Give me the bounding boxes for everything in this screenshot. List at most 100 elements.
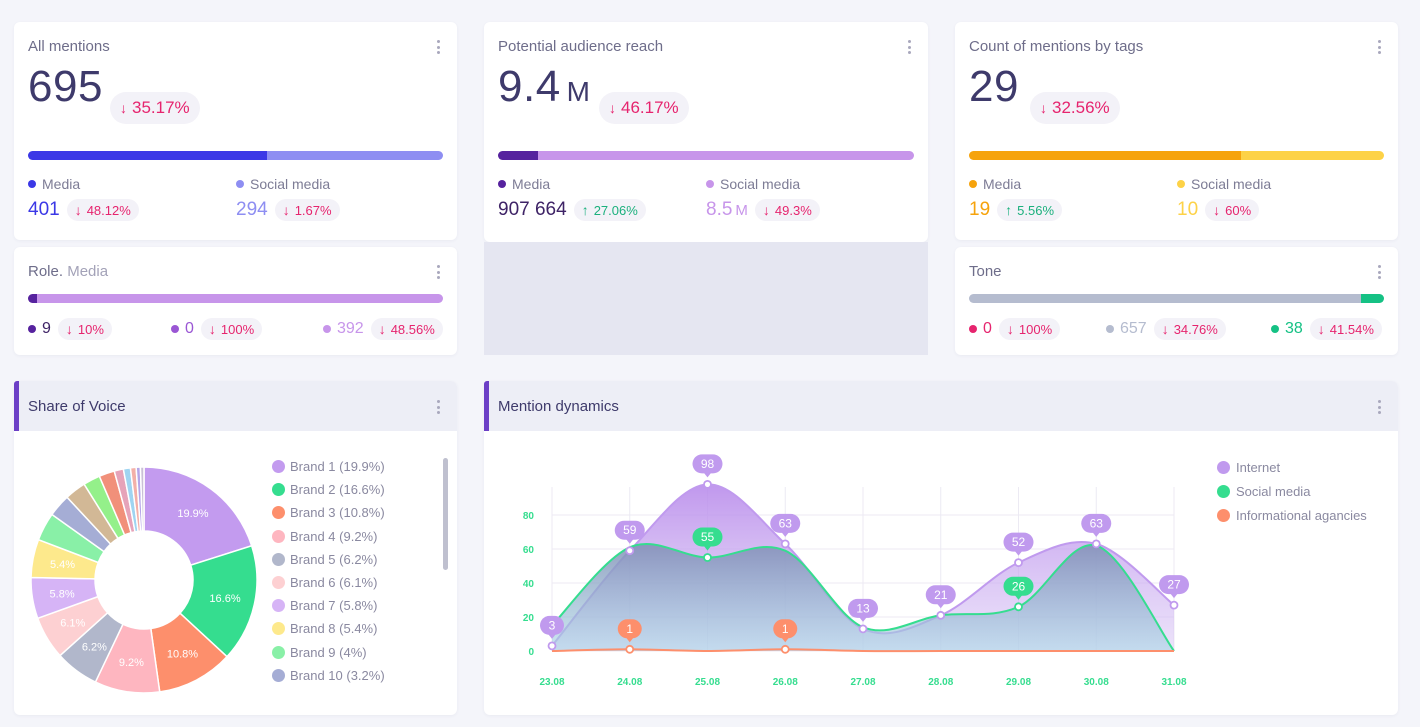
legend-item[interactable]: Brand 2 (16.6%) — [272, 478, 385, 501]
legend-item[interactable]: Brand 4 (9.2%) — [272, 525, 385, 548]
media-dot-icon — [969, 180, 977, 188]
social-dot-icon — [706, 180, 714, 188]
all-mentions-card: All mentions 695 ↓ 35.17% Media Social me… — [14, 22, 457, 240]
donut-slice[interactable] — [139, 466, 145, 532]
change-badge: ↓ 34.76% — [1153, 318, 1226, 340]
tone-card: Tone 0 ↓ 100% 657 ↓ 34.76% 38 ↓ 41.54% — [955, 247, 1398, 355]
y-tick-label: 20 — [523, 613, 535, 624]
legend-label: Brand 2 (16.6%) — [290, 482, 385, 498]
data-point[interactable] — [1014, 558, 1023, 567]
x-tick-label: 24.08 — [617, 677, 642, 688]
data-point[interactable] — [547, 641, 557, 651]
social-change-badge: ↓ 60% — [1205, 199, 1260, 221]
legend-label: Brand 9 (4%) — [290, 644, 367, 660]
data-point[interactable] — [625, 546, 635, 556]
more-options-icon[interactable] — [1378, 265, 1382, 279]
data-label-pointer — [936, 603, 945, 609]
data-label: 21 — [934, 588, 948, 602]
x-tick-label: 27.08 — [850, 677, 875, 688]
data-point[interactable] — [703, 553, 712, 562]
arrow-down-icon: ↓ — [208, 321, 216, 337]
more-options-icon[interactable] — [437, 265, 441, 279]
legend-item[interactable]: Informational agancies — [1217, 503, 1367, 527]
positive-dot-icon — [1271, 325, 1279, 333]
legend-swatch-icon — [272, 668, 285, 682]
media-value: 19 — [969, 199, 991, 220]
change-badge: ↓ 41.54% — [1309, 318, 1382, 340]
legend-item[interactable]: Brand 5 (6.2%) — [272, 548, 385, 571]
data-label: 59 — [623, 523, 637, 537]
arrow-down-icon: ↓ — [1317, 321, 1325, 337]
x-tick-label: 28.08 — [928, 677, 953, 688]
data-point[interactable] — [780, 644, 790, 654]
media-share-bar — [28, 151, 268, 160]
data-label-bubble — [773, 619, 798, 639]
data-label-pointer — [548, 633, 556, 639]
legend-item[interactable]: Brand 10 (3.2%) — [272, 664, 385, 687]
legend-item[interactable]: Brand 8 (5.4%) — [272, 617, 385, 640]
more-options-icon[interactable] — [1378, 40, 1382, 54]
data-label-bubble — [1081, 513, 1112, 533]
legend-item[interactable]: Brand 6 (6.1%) — [272, 571, 385, 594]
role-dot-icon — [171, 325, 179, 333]
data-label-bubble — [692, 527, 723, 547]
media-dot-icon — [498, 180, 506, 188]
negative-dot-icon — [969, 325, 977, 333]
more-options-icon[interactable] — [437, 40, 441, 54]
legend-item[interactable]: Internet — [1217, 455, 1367, 479]
donut-slice-label: 10.8% — [167, 649, 198, 661]
reach-split-bar — [498, 151, 914, 160]
more-options-icon[interactable] — [1378, 400, 1382, 414]
data-point[interactable] — [936, 610, 946, 620]
tone-stat-negative: 0 ↓ 100% — [969, 318, 1061, 340]
data-label: 27 — [1167, 578, 1181, 592]
data-label: 1 — [626, 622, 633, 636]
donut-slice[interactable] — [178, 544, 258, 658]
social-value: 10 — [1177, 199, 1199, 220]
tags-card: Count of mentions by tags 29 ↓ 32.56% Med… — [955, 22, 1398, 240]
legend-label: Brand 1 (19.9%) — [290, 459, 385, 475]
data-label: 1 — [782, 622, 789, 636]
accent-bar — [484, 381, 489, 431]
role-stat-3: 392 ↓ 48.56% — [323, 318, 443, 340]
legend-item[interactable]: Brand 7 (5.8%) — [272, 594, 385, 617]
tone-stat-positive: 38 ↓ 41.54% — [1271, 318, 1382, 340]
legend-item[interactable]: Social media — [1217, 479, 1367, 503]
legend-label: Brand 10 (3.2%) — [290, 667, 385, 683]
legend-swatch-icon — [272, 576, 285, 590]
data-label-bubble — [770, 513, 801, 533]
data-point[interactable] — [780, 539, 790, 549]
more-options-icon[interactable] — [437, 400, 441, 414]
legend-swatch-icon — [1217, 508, 1230, 522]
more-options-icon[interactable] — [908, 40, 912, 54]
data-label-pointer — [703, 545, 712, 551]
legend-item[interactable]: Brand 3 (10.8%) — [272, 501, 385, 524]
tags-change-badge: ↓ 32.56% — [1030, 92, 1120, 124]
legend-scrollbar[interactable] — [443, 458, 448, 570]
media-change-badge: ↓ 48.12% — [66, 199, 139, 221]
all-mentions-change-badge: ↓ 35.17% — [110, 92, 200, 124]
media-change-badge: ↑ 27.06% — [573, 199, 646, 221]
data-point[interactable] — [703, 480, 712, 489]
data-point[interactable] — [858, 624, 868, 634]
data-point[interactable] — [625, 644, 635, 654]
legend-item[interactable]: Brand 9 (4%) — [272, 641, 385, 664]
data-label-pointer — [703, 472, 712, 478]
data-point[interactable] — [1169, 600, 1179, 610]
mention-dynamics-chart: 0 20 40 60 80 23.08 24.08 25.08 26.08 27.08 28.08 2… — [523, 454, 1189, 688]
data-label-pointer — [781, 637, 790, 643]
social-value: 8.5 M — [706, 199, 748, 220]
data-point[interactable] — [1091, 539, 1101, 549]
media-change-badge: ↑ 5.56% — [997, 199, 1063, 221]
donut-slice[interactable] — [143, 466, 253, 567]
legend-label: Brand 7 (5.8%) — [290, 598, 378, 614]
x-tick-label: 30.08 — [1084, 677, 1109, 688]
legend-swatch-icon — [1217, 484, 1230, 498]
role-stat-2: 0 ↓ 100% — [171, 318, 263, 340]
data-label-bubble — [1003, 576, 1034, 596]
role-split-bar — [28, 294, 443, 303]
data-label-pointer — [1014, 594, 1023, 600]
change-badge: ↓ 10% — [57, 318, 112, 340]
data-point[interactable] — [1014, 602, 1023, 612]
legend-item[interactable]: Brand 1 (19.9%) — [272, 455, 385, 478]
